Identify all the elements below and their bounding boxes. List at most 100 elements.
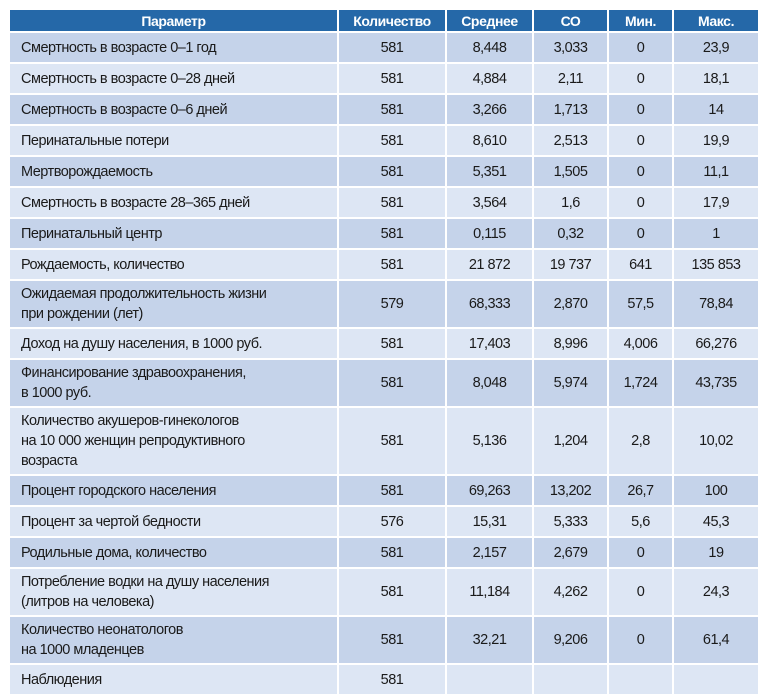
cell-max: 14	[674, 95, 758, 124]
cell-mean: 8,048	[447, 360, 532, 406]
cell-mean	[447, 665, 532, 694]
cell-sd: 3,033	[534, 33, 607, 62]
cell-mean: 69,263	[447, 476, 532, 505]
cell-count: 581	[339, 329, 445, 358]
cell-min: 0	[609, 569, 672, 615]
cell-min: 0	[609, 188, 672, 217]
cell-parameter: Потребление водки на душу населения (литр…	[10, 569, 337, 615]
table-row: Количество акушеров-гинекологов на 10 000…	[10, 408, 758, 474]
cell-min: 2,8	[609, 408, 672, 474]
cell-min: 641	[609, 250, 672, 279]
cell-mean: 15,31	[447, 507, 532, 536]
cell-count: 581	[339, 126, 445, 155]
cell-mean: 8,448	[447, 33, 532, 62]
cell-min: 0	[609, 95, 672, 124]
cell-max	[674, 665, 758, 694]
cell-min: 0	[609, 126, 672, 155]
header-max: Макс.	[674, 10, 758, 31]
cell-sd: 1,204	[534, 408, 607, 474]
cell-min: 0	[609, 157, 672, 186]
header-sd: СО	[534, 10, 607, 31]
cell-parameter: Рождаемость, количество	[10, 250, 337, 279]
cell-count: 581	[339, 64, 445, 93]
cell-parameter: Количество акушеров-гинекологов на 10 000…	[10, 408, 337, 474]
cell-sd: 8,996	[534, 329, 607, 358]
cell-max: 45,3	[674, 507, 758, 536]
cell-min: 0	[609, 64, 672, 93]
cell-min: 0	[609, 219, 672, 248]
cell-mean: 17,403	[447, 329, 532, 358]
cell-max: 1	[674, 219, 758, 248]
cell-min: 4,006	[609, 329, 672, 358]
cell-parameter: Смертность в возрасте 0–28 дней	[10, 64, 337, 93]
cell-mean: 68,333	[447, 281, 532, 327]
cell-parameter: Доход на душу населения, в 1000 руб.	[10, 329, 337, 358]
table-row: Смертность в возрасте 0–6 дней 581 3,266 1,…	[10, 95, 758, 124]
cell-count: 581	[339, 188, 445, 217]
cell-count: 581	[339, 665, 445, 694]
cell-min	[609, 665, 672, 694]
cell-sd: 4,262	[534, 569, 607, 615]
cell-parameter: Перинатальный центр	[10, 219, 337, 248]
cell-parameter: Количество неонатологов на 1000 младенцев	[10, 617, 337, 663]
cell-max: 100	[674, 476, 758, 505]
cell-max: 18,1	[674, 64, 758, 93]
cell-max: 10,02	[674, 408, 758, 474]
cell-mean: 8,610	[447, 126, 532, 155]
cell-sd: 2,513	[534, 126, 607, 155]
cell-sd: 9,206	[534, 617, 607, 663]
table-row: Смертность в возрасте 0–28 дней 581 4,884 2…	[10, 64, 758, 93]
cell-min: 0	[609, 538, 672, 567]
cell-count: 581	[339, 617, 445, 663]
cell-max: 24,3	[674, 569, 758, 615]
table-row: Наблюдения 581	[10, 665, 758, 694]
cell-parameter: Перинатальные потери	[10, 126, 337, 155]
cell-min: 57,5	[609, 281, 672, 327]
header-count: Количество	[339, 10, 445, 31]
cell-mean: 2,157	[447, 538, 532, 567]
table-row: Рождаемость, количество 581 21 872 19 737 64…	[10, 250, 758, 279]
cell-sd: 1,505	[534, 157, 607, 186]
cell-count: 581	[339, 33, 445, 62]
cell-mean: 0,115	[447, 219, 532, 248]
cell-sd: 2,11	[534, 64, 607, 93]
cell-max: 17,9	[674, 188, 758, 217]
cell-sd	[534, 665, 607, 694]
table-row: Потребление водки на душу населения (литр…	[10, 569, 758, 615]
cell-max: 78,84	[674, 281, 758, 327]
cell-parameter: Наблюдения	[10, 665, 337, 694]
statistics-table: Параметр Количество Среднее СО Мин. Макс…	[8, 8, 760, 696]
header-mean: Среднее	[447, 10, 532, 31]
cell-max: 19,9	[674, 126, 758, 155]
cell-count: 581	[339, 569, 445, 615]
table-row: Доход на душу населения, в 1000 руб. 581 1…	[10, 329, 758, 358]
cell-sd: 1,6	[534, 188, 607, 217]
cell-parameter: Смертность в возрасте 0–6 дней	[10, 95, 337, 124]
table-row: Перинатальные потери 581 8,610 2,513 0 19,9	[10, 126, 758, 155]
cell-parameter: Ожидаемая продолжительность жизни при рож…	[10, 281, 337, 327]
cell-mean: 3,266	[447, 95, 532, 124]
header-parameter: Параметр	[10, 10, 337, 31]
cell-mean: 21 872	[447, 250, 532, 279]
cell-min: 0	[609, 33, 672, 62]
cell-max: 43,735	[674, 360, 758, 406]
cell-mean: 5,136	[447, 408, 532, 474]
cell-parameter: Родильные дома, количество	[10, 538, 337, 567]
cell-min: 1,724	[609, 360, 672, 406]
cell-count: 581	[339, 219, 445, 248]
table-row: Финансирование здравоохранения, в 1000 ру…	[10, 360, 758, 406]
cell-sd: 0,32	[534, 219, 607, 248]
cell-max: 11,1	[674, 157, 758, 186]
table-row: Смертность в возрасте 28–365 дней 581 3,56…	[10, 188, 758, 217]
cell-count: 581	[339, 157, 445, 186]
cell-mean: 4,884	[447, 64, 532, 93]
cell-sd: 5,974	[534, 360, 607, 406]
table-row: Родильные дома, количество 581 2,157 2,679 0…	[10, 538, 758, 567]
cell-count: 576	[339, 507, 445, 536]
cell-min: 26,7	[609, 476, 672, 505]
cell-parameter: Мертворождаемость	[10, 157, 337, 186]
table-row: Процент городского населения 581 69,263 13,…	[10, 476, 758, 505]
cell-parameter: Процент городского населения	[10, 476, 337, 505]
table-row: Ожидаемая продолжительность жизни при рож…	[10, 281, 758, 327]
cell-sd: 19 737	[534, 250, 607, 279]
